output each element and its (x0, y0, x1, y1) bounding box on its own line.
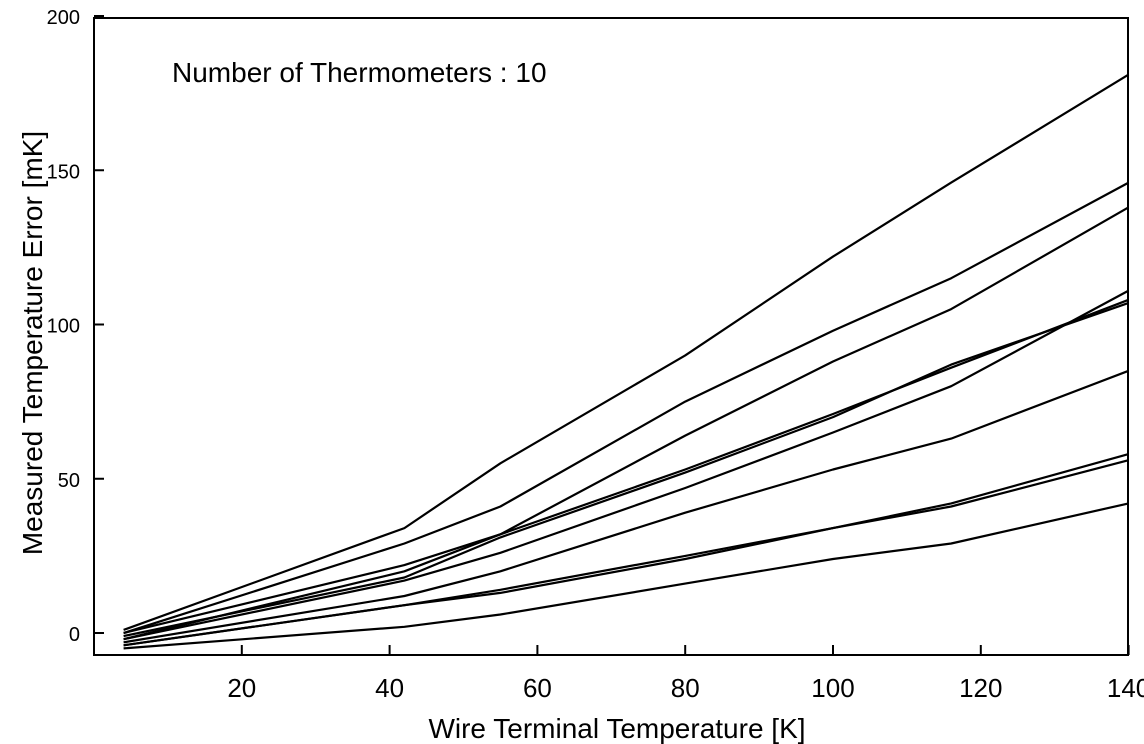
x-axis-ticks: 20 40 60 80 100 120 140 (227, 645, 1144, 703)
plot-frame (93, 17, 1129, 656)
series-line-2 (123, 181, 1130, 635)
x-axis-label: Wire Terminal Temperature [K] (428, 713, 805, 744)
x-tick-label: 40 (375, 673, 404, 703)
chart-annotation: Number of Thermometers : 10 (172, 57, 547, 88)
series-line-10 (123, 502, 1129, 650)
y-axis-label: Measured Temperature Error [mK] (17, 131, 48, 555)
x-tick-label: 80 (671, 673, 700, 703)
y-tick-label: 50 (58, 470, 80, 492)
series-line-4 (123, 301, 1129, 638)
plot-area-border (93, 17, 1129, 656)
x-tick-label: 100 (811, 673, 854, 703)
series-line-3 (123, 206, 1130, 635)
x-tick-label: 140 (1107, 673, 1144, 703)
series-lines (123, 73, 1130, 650)
y-tick-label: 200 (47, 7, 80, 29)
series-line-1 (123, 73, 1130, 631)
series-line-7 (123, 369, 1129, 644)
x-tick-label: 60 (523, 673, 552, 703)
series-line-9 (123, 453, 1129, 647)
x-tick-label: 120 (959, 673, 1002, 703)
series-line-6 (123, 289, 1130, 641)
series-line-5 (123, 298, 1129, 641)
x-tick-label: 20 (227, 673, 256, 703)
y-tick-label: 0 (69, 624, 80, 646)
y-tick-label: 150 (47, 161, 80, 183)
y-axis-ticks: 0 50 100 150 200 (47, 7, 104, 646)
y-tick-label: 100 (47, 316, 80, 338)
